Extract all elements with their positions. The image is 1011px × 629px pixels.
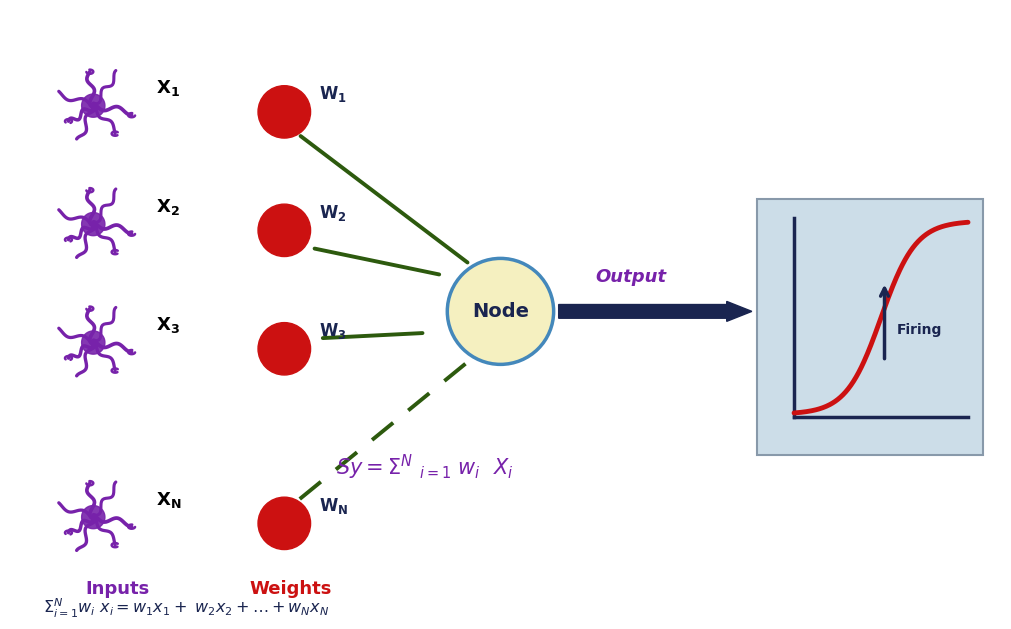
Text: $\mathbf{X_3}$: $\mathbf{X_3}$ (156, 315, 180, 335)
Polygon shape (82, 94, 105, 117)
Text: $\mathbf{W_N}$: $\mathbf{W_N}$ (319, 496, 349, 516)
Polygon shape (82, 331, 105, 354)
Text: $\mathbf{W_1}$: $\mathbf{W_1}$ (319, 84, 347, 104)
Text: Weights: Weights (249, 580, 332, 598)
Ellipse shape (258, 323, 310, 375)
Text: $\mathit{Sy} = \Sigma^{N}\ _{i=1}\ \mathit{w_i}\ \ \boldsymbol{X_i}$: $\mathit{Sy} = \Sigma^{N}\ _{i=1}\ \math… (337, 453, 514, 482)
Ellipse shape (447, 259, 554, 364)
Text: $\mathbf{X_2}$: $\mathbf{X_2}$ (156, 197, 179, 216)
Text: Firing: Firing (897, 323, 942, 337)
Text: $\mathbf{W_2}$: $\mathbf{W_2}$ (319, 203, 347, 223)
Text: Node: Node (472, 302, 529, 321)
Text: Inputs: Inputs (85, 580, 150, 598)
Text: $\mathbf{X_N}$: $\mathbf{X_N}$ (156, 489, 181, 509)
Text: $\Sigma^N_{i=1}w_i\ x_i = w_1x_1+\ w_2x_2+\ldots+w_Nx_N$: $\Sigma^N_{i=1}w_i\ x_i = w_1x_1+\ w_2x_… (43, 597, 330, 620)
FancyBboxPatch shape (757, 199, 983, 455)
Polygon shape (559, 301, 752, 321)
Ellipse shape (258, 497, 310, 550)
Text: $\mathbf{X_1}$: $\mathbf{X_1}$ (156, 78, 180, 98)
Text: Output: Output (595, 268, 666, 286)
Ellipse shape (258, 86, 310, 138)
Ellipse shape (258, 204, 310, 257)
Polygon shape (82, 506, 105, 529)
Text: $\mathbf{W_3}$: $\mathbf{W_3}$ (319, 321, 347, 342)
Polygon shape (82, 213, 105, 236)
